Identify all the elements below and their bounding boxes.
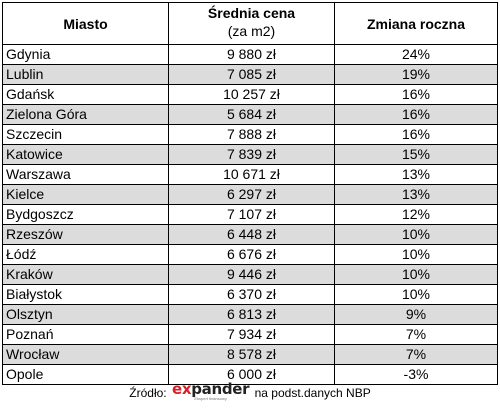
cell-change: 10% (334, 244, 498, 265)
cell-change: 19% (334, 64, 498, 85)
cell-price: 6 370 zł (168, 284, 335, 305)
cell-price: 5 684 zł (168, 104, 335, 125)
table-row: Bydgoszcz 7 107 zł 12% (2, 204, 498, 225)
table-row: Kielce 6 297 zł 13% (2, 184, 498, 205)
cell-change: 13% (334, 164, 498, 185)
cell-city: Olsztyn (2, 304, 169, 325)
expander-logo: expander Ekspert finansowy (171, 380, 250, 402)
cell-city: Katowice (2, 144, 169, 165)
table-row: Poznań 7 934 zł 7% (2, 324, 498, 345)
cell-price: 9 446 zł (168, 264, 335, 285)
source-line: Źródło: expander Ekspert finansowy na po… (0, 380, 500, 403)
cell-city: Poznań (2, 324, 169, 345)
cell-price: 6 297 zł (168, 184, 335, 205)
cell-change: 10% (334, 224, 498, 245)
table-row: Lublin 7 085 zł 19% (2, 64, 498, 85)
cell-city: Kielce (2, 184, 169, 205)
cell-change: 7% (334, 324, 498, 345)
cell-city: Gdynia (2, 44, 169, 65)
cell-price: 6 813 zł (168, 304, 335, 325)
header-price-unit: (za m2) (227, 23, 276, 39)
cell-price: 6 000 zł (168, 364, 335, 385)
cell-city: Bydgoszcz (2, 204, 169, 225)
cell-price: 7 888 zł (168, 124, 335, 145)
cell-change: -3% (334, 364, 498, 385)
source-suffix: na podst.danych NBP (254, 386, 371, 400)
cell-city: Warszawa (2, 164, 169, 185)
cell-price: 10 671 zł (168, 164, 335, 185)
table-row: Białystok 6 370 zł 10% (2, 284, 498, 305)
cell-change: 9% (334, 304, 498, 325)
expander-logo-ex: ex (171, 380, 192, 399)
cell-change: 15% (334, 144, 498, 165)
cell-change: 16% (334, 104, 498, 125)
table-row: Warszawa 10 671 zł 13% (2, 164, 498, 185)
cell-city: Opole (2, 364, 169, 385)
header-price: Średnia cena (za m2) (168, 2, 335, 45)
table-row: Gdynia 9 880 zł 24% (2, 44, 498, 65)
table-row: Kraków 9 446 zł 10% (2, 264, 498, 285)
expander-logo-wordmark: expander (171, 380, 250, 399)
cell-city: Białystok (2, 284, 169, 305)
cell-city: Wrocław (2, 344, 169, 365)
cell-price: 6 676 zł (168, 244, 335, 265)
cell-price: 7 934 zł (168, 324, 335, 345)
table-row: Zielona Góra 5 684 zł 16% (2, 104, 498, 125)
cell-change: 13% (334, 184, 498, 205)
cell-change: 16% (334, 124, 498, 145)
cell-change: 24% (334, 44, 498, 65)
cell-change: 7% (334, 344, 498, 365)
cell-price: 8 578 zł (168, 344, 335, 365)
cell-city: Gdańsk (2, 84, 169, 105)
table-row: Olsztyn 6 813 zł 9% (2, 304, 498, 325)
header-city: Miasto (2, 2, 169, 45)
cell-city: Kraków (2, 264, 169, 285)
expander-logo-tagline: Ekspert finansowy (194, 396, 227, 402)
cell-city: Łódź (2, 244, 169, 265)
table-row: Łódź 6 676 zł 10% (2, 244, 498, 265)
table-row: Rzeszów 6 448 zł 10% (2, 224, 498, 245)
price-table: Miasto Średnia cena (za m2) Zmiana roczn… (2, 2, 498, 385)
table-row: Katowice 7 839 zł 15% (2, 144, 498, 165)
cell-city: Rzeszów (2, 224, 169, 245)
table-row: Opole 6 000 zł -3% (2, 364, 498, 385)
cell-change: 10% (334, 264, 498, 285)
cell-city: Zielona Góra (2, 104, 169, 125)
cell-city: Szczecin (2, 124, 169, 145)
cell-change: 16% (334, 84, 498, 105)
cell-price: 7 839 zł (168, 144, 335, 165)
cell-price: 6 448 zł (168, 224, 335, 245)
cell-price: 9 880 zł (168, 44, 335, 65)
expander-logo-rest: pander (191, 380, 250, 399)
table-row: Gdańsk 10 257 zł 16% (2, 84, 498, 105)
header-price-label: Średnia cena (207, 5, 296, 21)
cell-price: 7 107 zł (168, 204, 335, 225)
header-change: Zmiana roczna (334, 2, 498, 45)
cell-price: 7 085 zł (168, 64, 335, 85)
cell-change: 10% (334, 284, 498, 305)
cell-city: Lublin (2, 64, 169, 85)
table-header-row: Miasto Średnia cena (za m2) Zmiana roczn… (2, 2, 498, 45)
table-body: Gdynia 9 880 zł 24% Lublin 7 085 zł 19% Gdańsk… (2, 44, 498, 385)
table-row: Wrocław 8 578 zł 7% (2, 344, 498, 365)
cell-price: 10 257 zł (168, 84, 335, 105)
cell-change: 12% (334, 204, 498, 225)
table-row: Szczecin 7 888 zł 16% (2, 124, 498, 145)
source-prefix: Źródło: (129, 386, 167, 400)
